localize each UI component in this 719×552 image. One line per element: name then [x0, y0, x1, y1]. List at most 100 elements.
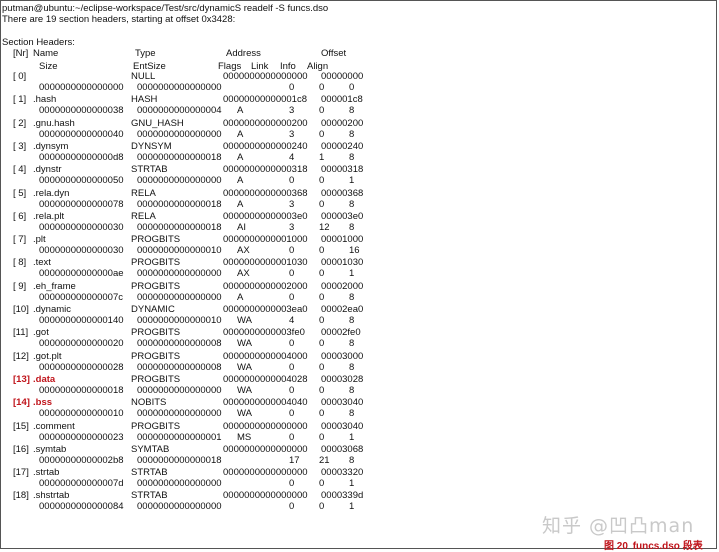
section-nr: [ 9] [13, 281, 27, 292]
section-info: 0 [319, 129, 325, 140]
summary-line: There are 19 section headers, starting a… [2, 14, 236, 25]
section-entsize: 0000000000000000 [137, 129, 222, 140]
section-size: 0000000000000040 [39, 129, 124, 140]
header-entsize: EntSize [133, 61, 166, 72]
section-address: 0000000000003fe0 [223, 327, 305, 338]
section-align: 8 [349, 455, 355, 466]
section-size: 0000000000000020 [39, 338, 124, 349]
section-offset: 00002fe0 [321, 327, 361, 338]
section-offset: 00000368 [321, 188, 364, 199]
section-link: 4 [289, 315, 295, 326]
section-name: .hash [33, 94, 57, 105]
section-info: 0 [319, 385, 325, 396]
section-flags: WA [237, 385, 252, 396]
section-align: 8 [349, 385, 355, 396]
section-link: 0 [289, 292, 295, 303]
section-offset: 0000339d [321, 490, 364, 501]
section-entsize: 0000000000000000 [137, 82, 222, 93]
section-type: SYMTAB [131, 444, 170, 455]
section-align: 1 [349, 501, 355, 512]
section-flags: A [237, 199, 244, 210]
section-type: PROGBITS [131, 257, 181, 268]
section-nr: [14] [13, 397, 30, 408]
section-align: 8 [349, 408, 355, 419]
section-link: 3 [289, 222, 295, 233]
section-link: 0 [289, 245, 295, 256]
section-entsize: 0000000000000004 [137, 105, 222, 116]
section-name: .data [33, 374, 56, 385]
section-type: PROGBITS [131, 421, 181, 432]
section-flags: WA [237, 362, 252, 373]
section-flags: A [237, 175, 244, 186]
section-size: 00000000000000ae [39, 268, 124, 279]
section-nr: [16] [13, 444, 29, 455]
section-flags: A [237, 129, 244, 140]
section-nr: [ 4] [13, 164, 27, 175]
section-address: 0000000000000000 [223, 444, 308, 455]
section-info: 1 [319, 152, 325, 163]
section-align: 8 [349, 222, 355, 233]
section-name: .got [33, 327, 49, 338]
section-link: 0 [289, 268, 295, 279]
section-info: 0 [319, 175, 325, 186]
section-link: 0 [289, 338, 295, 349]
section-offset: 00003028 [321, 374, 364, 385]
header-flags: Flags [218, 61, 242, 72]
section-align: 0 [349, 82, 355, 93]
section-info: 0 [319, 199, 325, 210]
section-entsize: 0000000000000000 [137, 175, 222, 186]
section-name: .strtab [33, 467, 60, 478]
section-name: .plt [33, 234, 46, 245]
section-size: 0000000000000010 [39, 408, 124, 419]
section-address: 0000000000000240 [223, 141, 308, 152]
section-info: 0 [319, 245, 325, 256]
section-info: 0 [319, 105, 325, 116]
section-size: 0000000000000028 [39, 362, 124, 373]
section-name: .bss [33, 397, 53, 408]
command-line: putman@ubuntu:~/eclipse-workspace/Test/s… [2, 3, 329, 14]
section-nr: [ 6] [13, 211, 27, 222]
section-size: 000000000000007c [39, 292, 124, 303]
section-address: 0000000000000200 [223, 118, 308, 129]
section-flags: WA [237, 315, 252, 326]
section-name: .comment [33, 421, 75, 432]
section-link: 0 [289, 385, 295, 396]
header-align: Align [307, 61, 329, 72]
section-info: 0 [319, 408, 325, 419]
section-address: 0000000000004040 [223, 397, 308, 408]
section-type: PROGBITS [131, 234, 181, 245]
section-entsize: 0000000000000018 [137, 455, 222, 466]
section-offset: 00002ea0 [321, 304, 364, 315]
header-type: Type [135, 48, 156, 59]
section-info: 0 [319, 501, 325, 512]
section-flags: A [237, 105, 244, 116]
section-align: 8 [349, 105, 355, 116]
section-size: 0000000000000030 [39, 245, 124, 256]
caption-suffix: 段表 [682, 541, 703, 552]
section-link: 0 [289, 478, 295, 489]
section-size: 00000000000000d8 [39, 152, 124, 163]
section-align: 8 [349, 315, 355, 326]
section-link: 0 [289, 175, 295, 186]
section-nr: [ 0] [13, 71, 27, 82]
section-flags: A [237, 292, 244, 303]
section-entsize: 0000000000000010 [137, 315, 222, 326]
section-offset: 000001c8 [321, 94, 363, 105]
header-offset: Offset [321, 48, 347, 59]
section-nr: [18] [13, 490, 29, 501]
section-link: 4 [289, 152, 295, 163]
section-nr: [13] [13, 374, 30, 385]
section-name: .rela.plt [33, 211, 65, 222]
section-align: 8 [349, 129, 355, 140]
section-name: .eh_frame [33, 281, 76, 292]
section-address: 00000000000001c8 [223, 94, 308, 105]
header-name: Name [33, 48, 59, 59]
section-flags: AX [237, 245, 250, 256]
section-type: GNU_HASH [131, 118, 184, 129]
section-offset: 00003000 [321, 351, 364, 362]
section-info: 0 [319, 362, 325, 373]
section-address: 0000000000001000 [223, 234, 308, 245]
section-offset: 00001000 [321, 234, 364, 245]
section-offset: 00003040 [321, 421, 364, 432]
section-nr: [11] [13, 327, 29, 338]
